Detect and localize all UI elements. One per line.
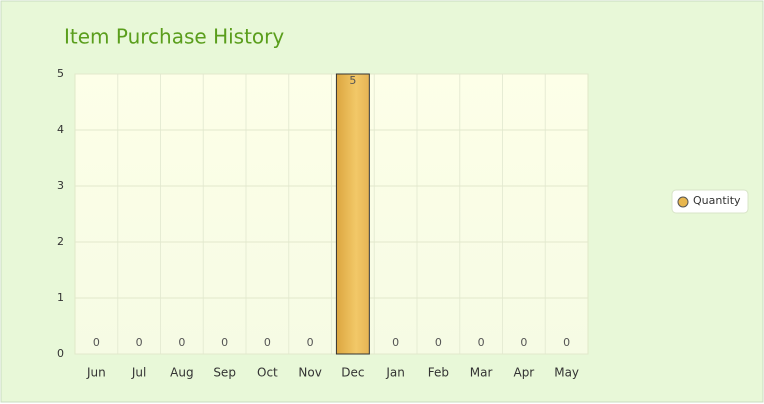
y-tick-label: 2 bbox=[57, 235, 64, 248]
x-tick-label: Dec bbox=[341, 366, 364, 380]
x-tick-label: Mar bbox=[470, 366, 493, 380]
chart-title: Item Purchase History bbox=[64, 25, 284, 49]
x-tick-label: Aug bbox=[170, 366, 193, 380]
data-label: 0 bbox=[478, 336, 485, 349]
legend-swatch bbox=[677, 196, 689, 208]
x-tick-label: May bbox=[554, 366, 579, 380]
data-label: 0 bbox=[178, 336, 185, 349]
data-label: 0 bbox=[563, 336, 570, 349]
data-label: 0 bbox=[264, 336, 271, 349]
x-tick-label: Sep bbox=[213, 366, 236, 380]
data-label: 0 bbox=[93, 336, 100, 349]
data-label: 0 bbox=[221, 336, 228, 349]
y-tick-label: 3 bbox=[57, 179, 64, 192]
y-tick-label: 0 bbox=[57, 347, 64, 360]
y-tick-label: 4 bbox=[57, 123, 64, 136]
y-tick-label: 1 bbox=[57, 291, 64, 304]
data-label: 0 bbox=[392, 336, 399, 349]
x-tick-label: Oct bbox=[257, 366, 278, 380]
x-tick-label: Jun bbox=[86, 366, 106, 380]
x-tick-label: Nov bbox=[298, 366, 321, 380]
data-label: 0 bbox=[136, 336, 143, 349]
x-tick-label: Jul bbox=[131, 366, 146, 380]
data-label: 0 bbox=[520, 336, 527, 349]
data-label: 5 bbox=[349, 74, 356, 87]
data-label: 0 bbox=[435, 336, 442, 349]
x-tick-label: Jan bbox=[385, 366, 405, 380]
legend: Quantity bbox=[671, 189, 749, 214]
bar bbox=[335, 73, 370, 355]
data-label: 0 bbox=[307, 336, 314, 349]
x-tick-label: Feb bbox=[428, 366, 449, 380]
legend-box bbox=[671, 189, 749, 214]
legend-label: Quantity bbox=[693, 194, 741, 207]
x-tick-label: Apr bbox=[513, 366, 534, 380]
y-tick-label: 5 bbox=[57, 67, 64, 80]
